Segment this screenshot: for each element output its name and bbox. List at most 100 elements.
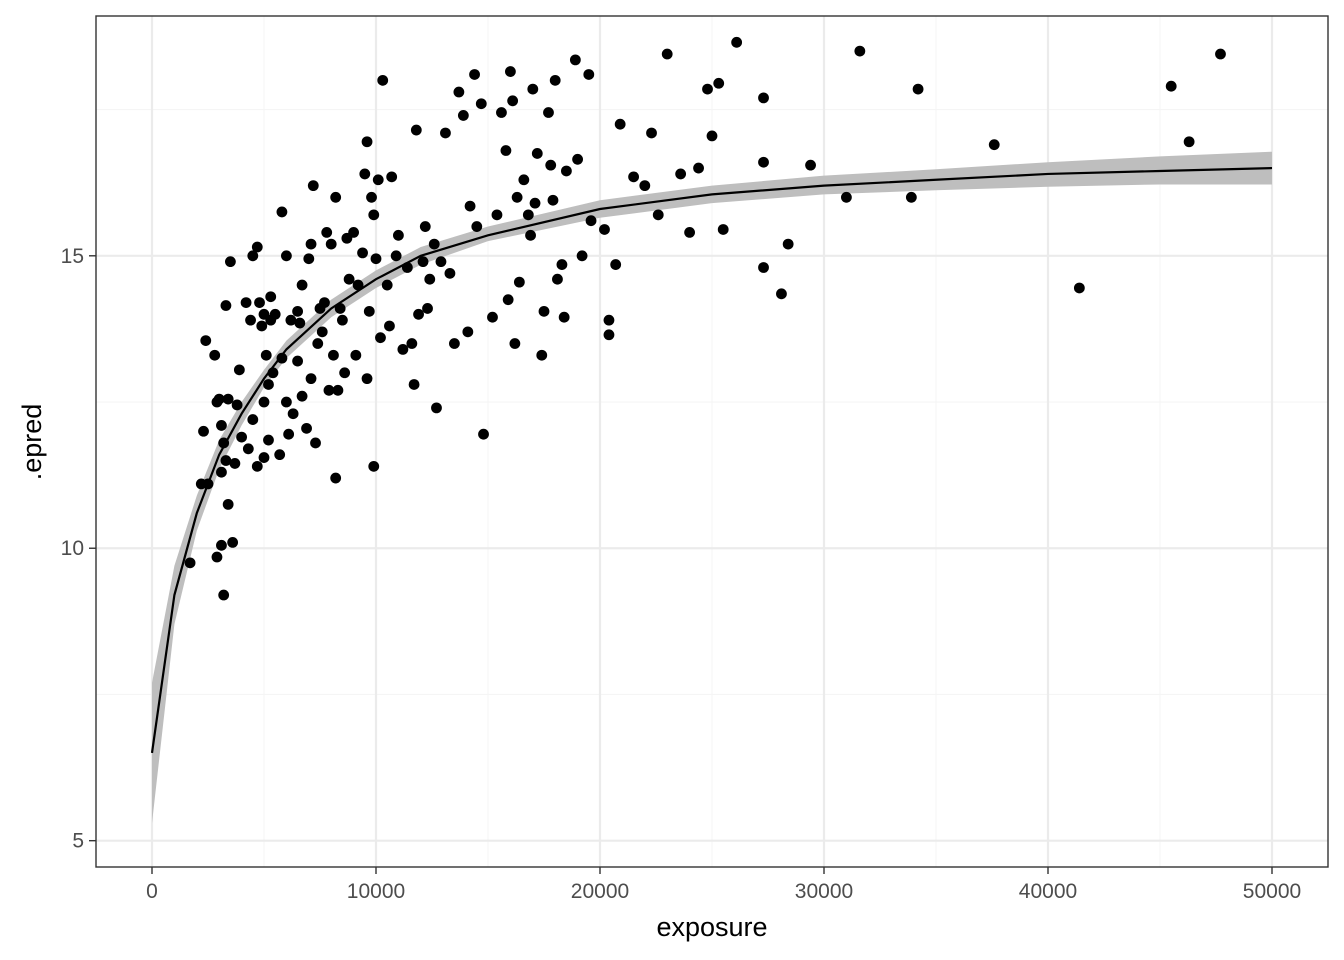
data-point [469, 69, 480, 80]
data-point [285, 314, 297, 326]
data-point [368, 460, 380, 472]
data-point [572, 153, 583, 165]
data-point [536, 349, 548, 361]
data-point [1073, 282, 1085, 294]
data-point [505, 66, 516, 77]
data-point [218, 437, 230, 449]
data-point [684, 227, 695, 238]
data-point [218, 589, 230, 601]
data-point [216, 466, 227, 478]
data-point [478, 428, 489, 440]
data-point [256, 320, 268, 332]
data-point [475, 98, 487, 110]
data-point [531, 148, 543, 159]
data-point [260, 349, 272, 361]
fit-line-group [150, 166, 1273, 754]
data-point [332, 384, 344, 396]
x-axis-ticks: 0 10000 20000 30000 40000 50000 [146, 867, 1301, 903]
data-point [220, 300, 232, 311]
data-point [386, 171, 398, 183]
data-point [220, 455, 232, 466]
data-point [406, 338, 418, 349]
data-point [522, 209, 534, 221]
data-point [646, 127, 657, 139]
data-point [628, 171, 639, 183]
x-tick-label: 50000 [1243, 880, 1301, 903]
x-axis-title: exposure [656, 912, 767, 942]
data-point [758, 92, 769, 104]
data-point [294, 317, 306, 329]
data-point [211, 551, 223, 563]
data-point [305, 238, 317, 250]
data-point [513, 276, 525, 288]
data-point [408, 379, 420, 390]
data-point [545, 159, 557, 171]
data-point [435, 256, 447, 268]
data-point [343, 273, 355, 285]
data-point [610, 259, 622, 270]
data-point [240, 297, 252, 308]
data-point [527, 83, 539, 95]
data-point [464, 200, 476, 212]
data-point [251, 460, 263, 472]
data-point [292, 305, 303, 317]
data-point [693, 162, 704, 174]
data-point [213, 393, 225, 405]
data-point [274, 449, 286, 461]
data-point [310, 437, 321, 449]
data-point [500, 145, 512, 156]
data-point [576, 250, 588, 262]
data-point [731, 36, 743, 48]
data-point [200, 335, 212, 347]
data-point [603, 314, 615, 326]
data-point [401, 262, 413, 273]
data-point [449, 338, 460, 349]
data-point [457, 110, 469, 121]
data-point [339, 367, 351, 379]
data-point [202, 478, 214, 490]
data-point [265, 291, 277, 303]
data-point [805, 159, 816, 171]
data-point [361, 373, 373, 385]
data-point [209, 349, 221, 361]
data-point [323, 384, 335, 396]
data-point [233, 364, 245, 376]
data-point [491, 209, 503, 221]
data-point [321, 227, 333, 238]
data-point [471, 221, 483, 232]
data-point [242, 443, 254, 455]
data-point [319, 297, 330, 308]
data-point [254, 297, 265, 308]
data-point [1215, 48, 1226, 60]
data-point [502, 294, 514, 306]
data-point [511, 191, 523, 203]
data-point [758, 262, 769, 273]
data-point [357, 247, 368, 259]
data-point [350, 349, 362, 361]
data-point [419, 221, 431, 232]
data-point [283, 428, 295, 440]
data-point [603, 329, 615, 341]
data-point [905, 191, 917, 203]
data-point [307, 180, 319, 192]
data-point [258, 396, 270, 408]
y-tick-label: 15 [61, 245, 84, 268]
data-point [552, 273, 563, 285]
data-point [372, 174, 384, 186]
data-point [431, 402, 442, 414]
data-point [198, 425, 209, 437]
fit-line [150, 166, 1273, 754]
data-point [247, 414, 259, 425]
data-point [366, 191, 377, 203]
y-axis-ticks: 5 10 15 [61, 245, 96, 853]
data-point [428, 238, 440, 250]
data-point [583, 69, 595, 80]
data-point [269, 308, 281, 320]
data-point [287, 408, 299, 420]
y-tick-label: 5 [72, 830, 84, 853]
data-point [296, 279, 308, 291]
x-tick-label: 10000 [347, 880, 405, 903]
data-point [713, 77, 725, 89]
